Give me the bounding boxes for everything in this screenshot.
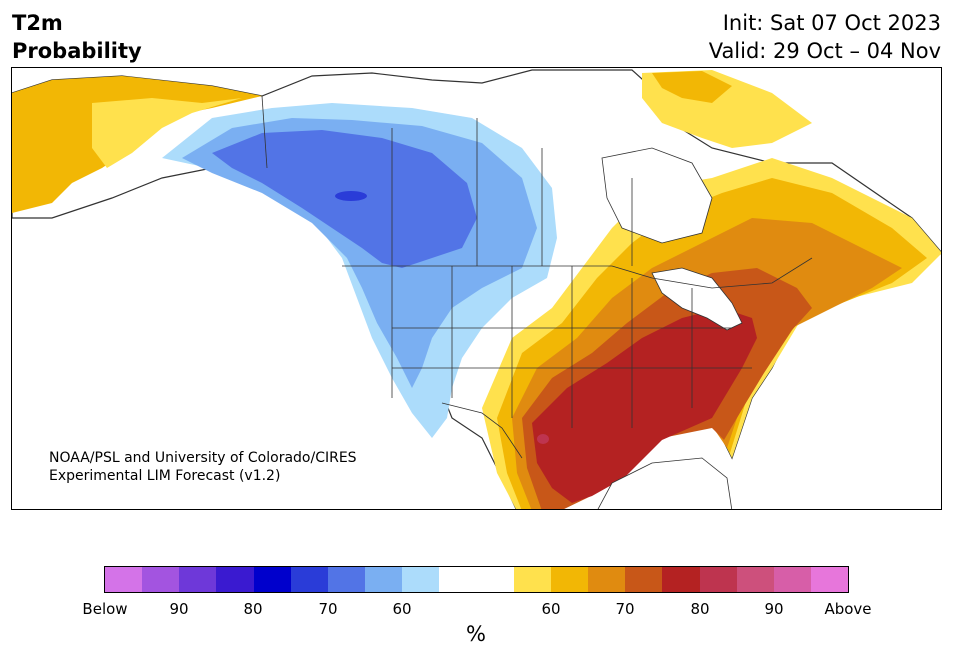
init-date: Init: Sat 07 Oct 2023 bbox=[709, 9, 941, 37]
forecast-dates: Init: Sat 07 Oct 2023 Valid: 29 Oct – 04… bbox=[709, 9, 941, 65]
tick-above-90: 90 bbox=[764, 600, 783, 618]
tick-above-70: 70 bbox=[615, 600, 634, 618]
colorbar-swatch bbox=[216, 567, 253, 592]
colorbar-swatch bbox=[291, 567, 328, 592]
tick-below: Below bbox=[82, 600, 127, 618]
colorbar-swatch bbox=[774, 567, 811, 592]
colorbar-swatch bbox=[477, 567, 514, 592]
colorbar-swatch bbox=[328, 567, 365, 592]
warm-85 bbox=[537, 434, 549, 444]
north-america-map bbox=[11, 67, 942, 510]
colorbar-swatch bbox=[551, 567, 588, 592]
colorbar-swatch bbox=[439, 567, 476, 592]
credit-line-2: Experimental LIM Forecast (v1.2) bbox=[49, 467, 357, 485]
colorbar-swatch bbox=[588, 567, 625, 592]
map-svg bbox=[12, 68, 942, 510]
tick-below-90: 90 bbox=[169, 600, 188, 618]
colorbar-swatch bbox=[402, 567, 439, 592]
credit-line-1: NOAA/PSL and University of Colorado/CIRE… bbox=[49, 449, 357, 467]
colorbar-swatch bbox=[365, 567, 402, 592]
colorbar-swatch bbox=[737, 567, 774, 592]
colorbar-swatch bbox=[142, 567, 179, 592]
colorbar-swatch bbox=[254, 567, 291, 592]
tick-below-70: 70 bbox=[318, 600, 337, 618]
probability-colorbar bbox=[104, 566, 849, 593]
title-line-1: T2m bbox=[12, 9, 142, 37]
colorbar-swatch bbox=[179, 567, 216, 592]
tick-below-80: 80 bbox=[243, 600, 262, 618]
forecast-credit: NOAA/PSL and University of Colorado/CIRE… bbox=[49, 449, 357, 485]
colorbar-swatch bbox=[662, 567, 699, 592]
map-title: T2m Probability bbox=[12, 9, 142, 65]
colorbar-swatch bbox=[625, 567, 662, 592]
tick-above-80: 80 bbox=[690, 600, 709, 618]
colorbar-unit: % bbox=[466, 622, 486, 646]
tick-below-60: 60 bbox=[392, 600, 411, 618]
valid-range: Valid: 29 Oct – 04 Nov bbox=[709, 37, 941, 65]
tick-above-60: 60 bbox=[541, 600, 560, 618]
cool-75 bbox=[335, 191, 367, 201]
tick-above: Above bbox=[824, 600, 871, 618]
colorbar-swatch bbox=[700, 567, 737, 592]
title-line-2: Probability bbox=[12, 37, 142, 65]
colorbar-swatch bbox=[811, 567, 848, 592]
colorbar-swatch bbox=[514, 567, 551, 592]
colorbar-swatch bbox=[105, 567, 142, 592]
